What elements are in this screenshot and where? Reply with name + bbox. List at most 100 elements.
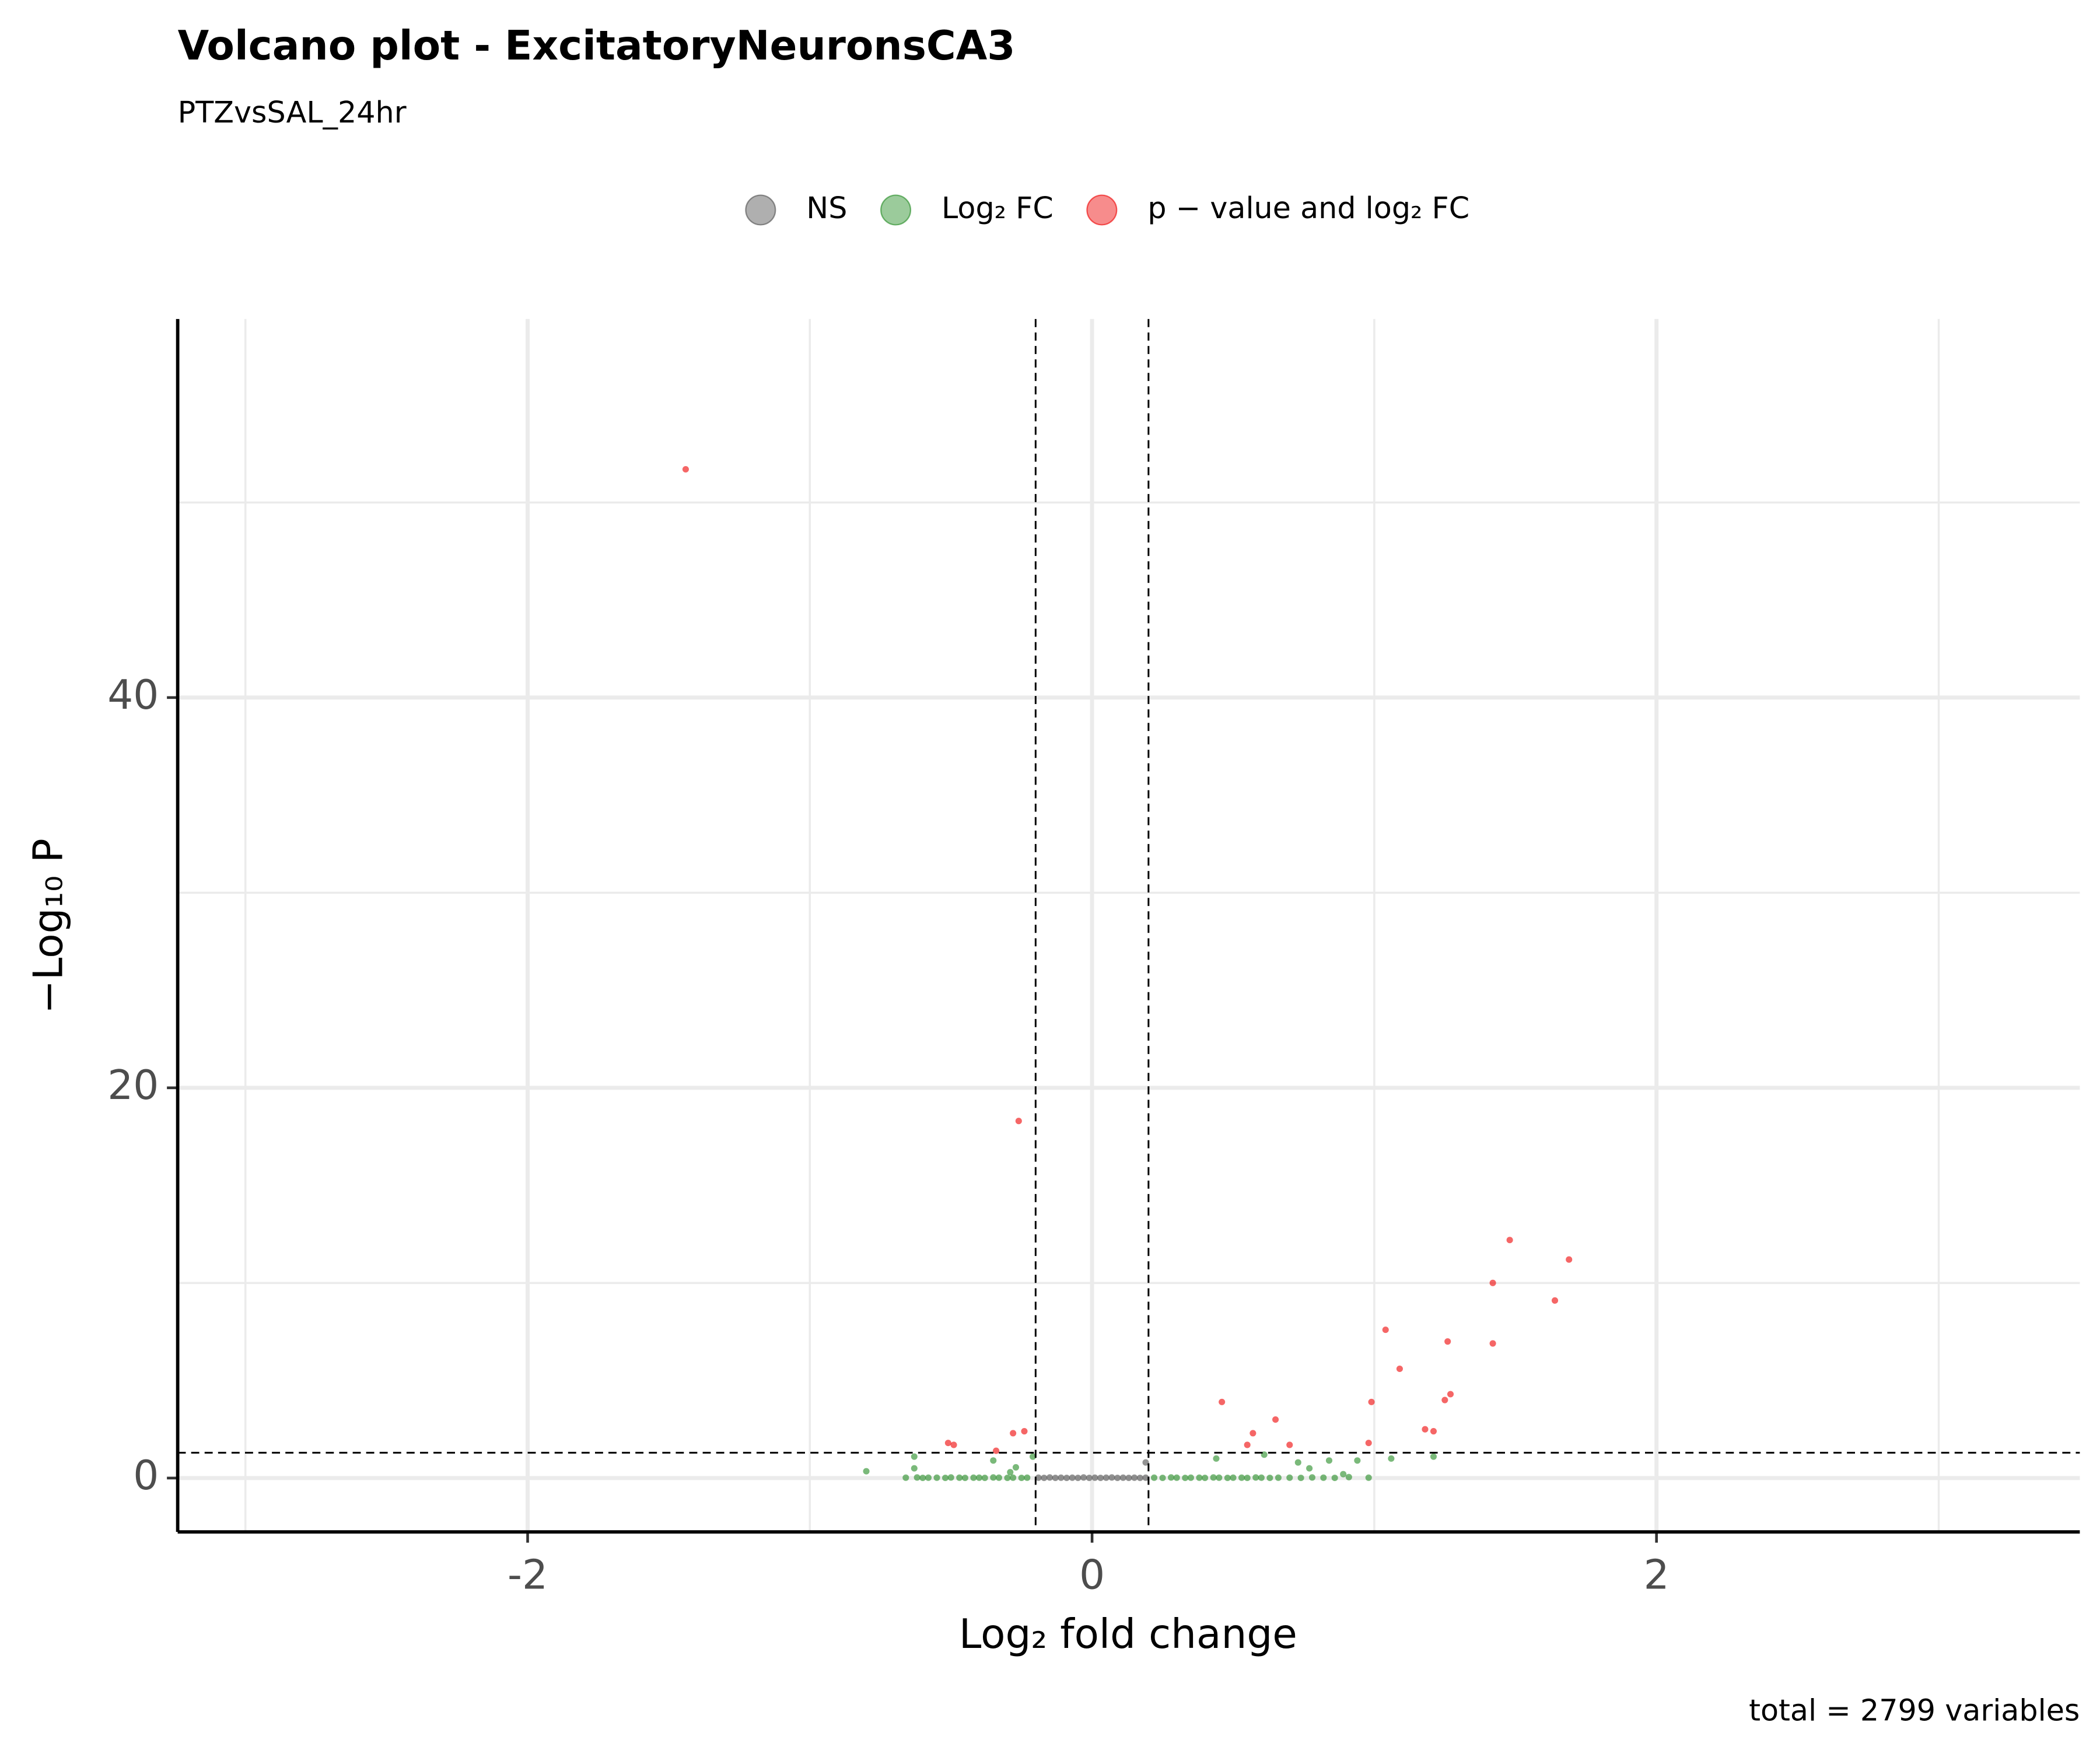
point — [1331, 1474, 1338, 1482]
point — [1187, 1474, 1194, 1481]
point — [925, 1474, 932, 1481]
point — [1074, 1474, 1082, 1482]
y-axis-title: −Log₁₀ P — [26, 838, 72, 1014]
point — [1216, 1474, 1223, 1481]
point — [1286, 1474, 1293, 1481]
point — [1007, 1469, 1014, 1476]
point — [1029, 1453, 1037, 1460]
point — [1142, 1459, 1149, 1466]
legend-marker — [745, 194, 776, 226]
point — [1230, 1474, 1237, 1481]
point — [1489, 1340, 1496, 1347]
point — [970, 1474, 977, 1481]
point — [1010, 1430, 1017, 1437]
x-tick-label: 2 — [1644, 1552, 1670, 1599]
point — [1114, 1474, 1121, 1482]
point — [1365, 1474, 1372, 1481]
point — [1021, 1428, 1028, 1435]
point — [1035, 1474, 1042, 1481]
point — [950, 1441, 957, 1448]
point — [911, 1453, 918, 1460]
point — [1131, 1474, 1138, 1481]
point — [1258, 1474, 1265, 1481]
point — [1306, 1465, 1313, 1472]
point — [902, 1474, 909, 1481]
point — [944, 1440, 951, 1447]
point — [1182, 1474, 1189, 1482]
point — [1086, 1474, 1093, 1482]
point — [1266, 1474, 1273, 1482]
point — [1125, 1474, 1132, 1482]
point — [1010, 1474, 1017, 1481]
point — [1489, 1279, 1496, 1286]
point — [1308, 1474, 1316, 1481]
point — [1168, 1474, 1175, 1481]
point — [1354, 1457, 1361, 1464]
y-tick-label: 0 — [133, 1452, 159, 1499]
point — [1151, 1474, 1158, 1481]
point — [1325, 1457, 1333, 1464]
point — [1320, 1474, 1327, 1481]
point — [1551, 1297, 1559, 1304]
point — [1447, 1391, 1454, 1398]
point — [1297, 1474, 1304, 1482]
point — [1142, 1474, 1149, 1481]
legend-label: NS — [806, 191, 847, 225]
point — [1275, 1474, 1282, 1481]
chart-title: Volcano plot - ExcitatoryNeuronsCA3 — [178, 23, 1016, 69]
chart-subtitle: PTZvsSAL_24hr — [178, 95, 407, 130]
point — [1080, 1474, 1087, 1481]
point — [1365, 1440, 1372, 1447]
point — [993, 1447, 1000, 1454]
point — [1159, 1474, 1166, 1482]
point — [1294, 1459, 1301, 1466]
point — [1202, 1474, 1209, 1482]
point — [1069, 1474, 1076, 1481]
point — [976, 1474, 983, 1481]
y-tick-label: 40 — [107, 672, 159, 719]
point — [1286, 1441, 1293, 1448]
point — [1422, 1426, 1429, 1433]
legend-marker — [1086, 194, 1118, 226]
point — [919, 1474, 926, 1482]
point — [990, 1474, 997, 1481]
point — [1250, 1430, 1256, 1437]
x-tick-label: -2 — [508, 1552, 548, 1599]
point — [981, 1474, 988, 1482]
point — [1063, 1474, 1070, 1482]
point — [956, 1474, 963, 1481]
point — [1052, 1474, 1059, 1482]
point — [1238, 1474, 1245, 1481]
point — [1015, 1118, 1022, 1125]
point — [990, 1457, 997, 1464]
point — [1091, 1474, 1098, 1481]
point — [1430, 1453, 1437, 1460]
point — [1213, 1455, 1220, 1462]
point — [1444, 1338, 1451, 1345]
y-tick-label: 20 — [107, 1062, 159, 1109]
point — [1012, 1464, 1020, 1471]
legend-marker — [880, 194, 912, 226]
point — [1244, 1474, 1251, 1482]
point — [1224, 1474, 1231, 1482]
point — [1097, 1474, 1104, 1482]
point — [1382, 1326, 1389, 1334]
point — [1102, 1474, 1110, 1481]
point — [1173, 1474, 1180, 1481]
point — [1024, 1474, 1031, 1481]
point — [1388, 1455, 1395, 1462]
point — [1108, 1474, 1115, 1481]
point — [1272, 1416, 1279, 1423]
point — [947, 1474, 954, 1481]
point — [1219, 1398, 1226, 1405]
x-tick-label: 0 — [1079, 1552, 1105, 1599]
point — [1004, 1474, 1011, 1482]
plot-area — [177, 318, 2080, 1532]
point — [961, 1474, 968, 1482]
point — [911, 1465, 918, 1472]
caption: total = 2799 variables — [1749, 1693, 2080, 1727]
x-axis-title: Log₂ fold change — [959, 1611, 1297, 1658]
legend-label: p − value and log₂ FC — [1147, 191, 1469, 225]
